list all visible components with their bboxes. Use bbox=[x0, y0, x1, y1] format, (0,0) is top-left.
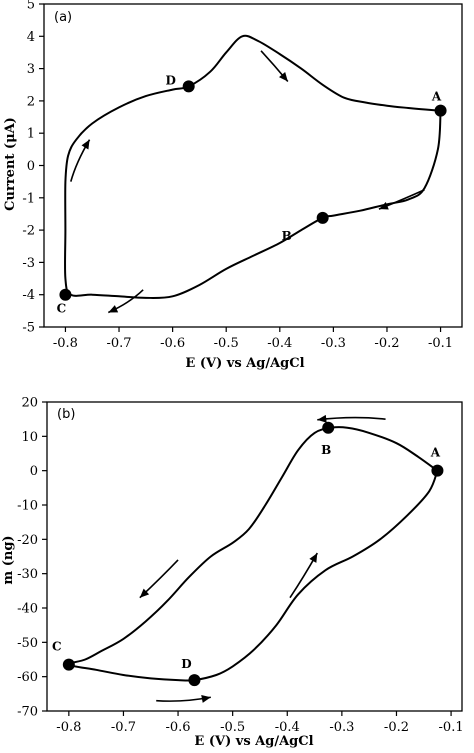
point-label-a: A bbox=[430, 446, 441, 460]
y-tick-label: -10 bbox=[17, 499, 38, 514]
y-tick-label: 4 bbox=[27, 30, 35, 45]
x-tick-label: -0.8 bbox=[56, 720, 81, 735]
panel-b-x-axis-title: E (V) vs Ag/AgCl bbox=[194, 734, 313, 749]
x-tick-label: -0.4 bbox=[267, 336, 292, 351]
direction-arrow-head bbox=[108, 305, 119, 313]
point-label-c: C bbox=[57, 302, 67, 316]
point-marker-b bbox=[316, 211, 329, 224]
direction-arrow-head bbox=[309, 553, 318, 563]
y-tick-label: -30 bbox=[17, 567, 38, 582]
y-tick-label: -5 bbox=[22, 321, 35, 336]
y-tick-label: 5 bbox=[27, 0, 35, 13]
x-tick-label: -0.8 bbox=[53, 336, 78, 351]
panel-a-y-axis-title: Current (μA) bbox=[3, 117, 18, 211]
panel-a-plot-frame bbox=[43, 3, 463, 328]
panel-a-direction-arrows bbox=[70, 50, 425, 314]
y-tick-label: 20 bbox=[21, 396, 38, 411]
direction-arrow-head bbox=[81, 139, 90, 150]
point-marker-c bbox=[62, 658, 75, 671]
x-tick-label: -0.2 bbox=[374, 336, 399, 351]
x-tick-label: -0.2 bbox=[384, 720, 409, 735]
y-tick-label: -70 bbox=[17, 705, 38, 720]
x-tick-label: -0.4 bbox=[275, 720, 300, 735]
x-tick-label: -0.3 bbox=[321, 336, 346, 351]
x-tick-label: -0.5 bbox=[214, 336, 239, 351]
direction-arrow-head bbox=[201, 695, 211, 703]
point-label-d: D bbox=[181, 657, 191, 671]
point-marker-c bbox=[59, 288, 72, 301]
point-label-c: C bbox=[52, 640, 62, 654]
y-tick-label: -3 bbox=[22, 256, 35, 271]
y-tick-label: 1 bbox=[27, 127, 35, 142]
direction-arrow-head bbox=[279, 72, 288, 82]
x-tick-label: -0.7 bbox=[111, 720, 136, 735]
panel-b-label: (b) bbox=[57, 407, 75, 422]
panel-a-points: A B C D bbox=[57, 73, 447, 316]
panel-b-plot-frame bbox=[46, 401, 463, 712]
panel-b-y-axis-title: m (ng) bbox=[1, 535, 16, 584]
y-tick-label: 3 bbox=[27, 62, 35, 77]
panel-a-cv-curve bbox=[64, 34, 442, 299]
direction-arrow-head bbox=[139, 588, 150, 598]
y-tick-label: 0 bbox=[30, 464, 38, 479]
y-tick-label: -2 bbox=[22, 224, 35, 239]
x-tick-label: -0.1 bbox=[428, 336, 453, 351]
panel-a-x-axis-title: E (V) vs Ag/AgCl bbox=[185, 356, 304, 371]
y-tick-label: -50 bbox=[17, 636, 38, 651]
y-tick-label: 0 bbox=[27, 159, 35, 174]
x-tick-label: -0.6 bbox=[166, 720, 191, 735]
panel-a-label: (a) bbox=[54, 10, 72, 25]
panel-b: -0.8 -0.7 -0.6 -0.5 -0.4 -0.3 -0.2 -0.1 -70 -60 -5… bbox=[1, 396, 464, 750]
x-tick-label: -0.5 bbox=[220, 720, 245, 735]
panel-b-direction-arrows bbox=[139, 414, 386, 703]
direction-arrow-head bbox=[317, 414, 327, 423]
y-tick-label: -60 bbox=[17, 670, 38, 685]
point-label-a: A bbox=[431, 90, 442, 104]
point-marker-a bbox=[434, 104, 447, 117]
point-label-b: B bbox=[282, 229, 292, 243]
direction-arrow-head bbox=[378, 202, 389, 210]
panel-b-mass-curve bbox=[67, 426, 439, 682]
panel-a-ticks: -0.8 -0.7 -0.6 -0.5 -0.4 -0.3 -0.2 -0.1 -5 -4 -3 -2… bbox=[22, 0, 453, 351]
x-tick-label: -0.7 bbox=[106, 336, 131, 351]
y-tick-label: -1 bbox=[22, 191, 35, 206]
point-marker-d bbox=[188, 674, 201, 687]
y-tick-label: -20 bbox=[17, 533, 38, 548]
x-tick-label: -0.6 bbox=[160, 336, 185, 351]
y-tick-label: -4 bbox=[22, 288, 35, 303]
point-marker-a bbox=[431, 464, 444, 477]
point-label-d: D bbox=[165, 73, 175, 87]
panel-b-ticks: -0.8 -0.7 -0.6 -0.5 -0.4 -0.3 -0.2 -0.1 -70 -60 -5… bbox=[17, 396, 464, 736]
point-marker-b bbox=[322, 421, 335, 434]
y-tick-label: 10 bbox=[21, 430, 38, 445]
panel-a: -0.8 -0.7 -0.6 -0.5 -0.4 -0.3 -0.2 -0.1 -5 -4 -3 -2… bbox=[3, 0, 463, 371]
y-tick-label: 2 bbox=[27, 94, 35, 109]
point-marker-d bbox=[182, 80, 195, 93]
panel-b-points: A B C D bbox=[52, 421, 444, 687]
x-tick-label: -0.1 bbox=[439, 720, 464, 735]
y-tick-label: -40 bbox=[17, 602, 38, 617]
x-tick-label: -0.3 bbox=[329, 720, 354, 735]
point-label-b: B bbox=[321, 443, 331, 457]
direction-arrow-shaft bbox=[317, 416, 386, 421]
